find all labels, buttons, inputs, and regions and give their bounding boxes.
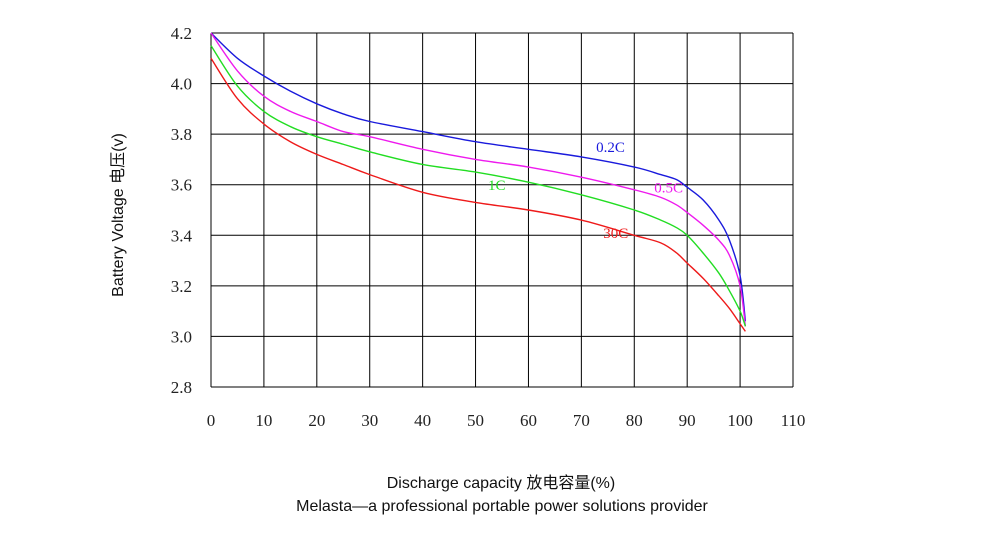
y-tick-label-0: 4.2 (171, 24, 192, 43)
x-tick-label-2: 20 (308, 411, 325, 430)
y-tick-label-3: 3.6 (171, 176, 192, 195)
series-line-0-5c (210, 32, 747, 327)
series-annotation-0-5c: 0.5C (654, 180, 683, 196)
series-line-1c (210, 45, 747, 327)
chart-caption: Melasta—a professional portable power so… (296, 498, 708, 515)
x-tick-label-6: 60 (520, 411, 537, 430)
y-tick-label-6: 3.0 (171, 327, 192, 346)
y-tick-label-5: 3.2 (171, 277, 192, 296)
series-annotation-0-2c: 0.2C (596, 140, 625, 156)
x-tick-label-7: 70 (573, 411, 590, 430)
series-line-30c (210, 57, 746, 332)
x-tick-label-11: 110 (781, 411, 806, 430)
y-tick-labels: 4.2 4.0 3.8 3.6 3.4 3.2 3.0 2.8 (171, 24, 193, 397)
x-axis-label: Discharge capacity 放电容量(%) (387, 474, 616, 492)
x-tick-label-10: 100 (727, 411, 753, 430)
series-annotation-1c: 1C (488, 178, 506, 194)
x-tick-label-0: 0 (207, 411, 216, 430)
series-lines (210, 32, 747, 332)
y-axis-label: Battery Voltage 电压(v) (109, 133, 127, 297)
y-tick-label-1: 4.0 (171, 75, 192, 94)
x-tick-label-5: 50 (467, 411, 484, 430)
y-tick-label-7: 2.8 (171, 378, 192, 397)
x-tick-label-3: 30 (361, 411, 378, 430)
x-tick-label-8: 80 (626, 411, 643, 430)
x-tick-label-1: 10 (255, 411, 272, 430)
series-annotation-30c: 30C (603, 226, 628, 242)
x-tick-labels: 0 10 20 30 40 50 60 70 80 90 100 110 (207, 411, 806, 430)
y-tick-label-4: 3.4 (171, 226, 193, 245)
x-tick-label-9: 90 (679, 411, 696, 430)
y-tick-label-2: 3.8 (171, 125, 192, 144)
grid (210, 32, 794, 388)
series-annotations: 0.2C 0.5C 1C 30C (488, 140, 683, 242)
x-tick-label-4: 40 (414, 411, 431, 430)
series-line-0-2c (210, 32, 747, 322)
